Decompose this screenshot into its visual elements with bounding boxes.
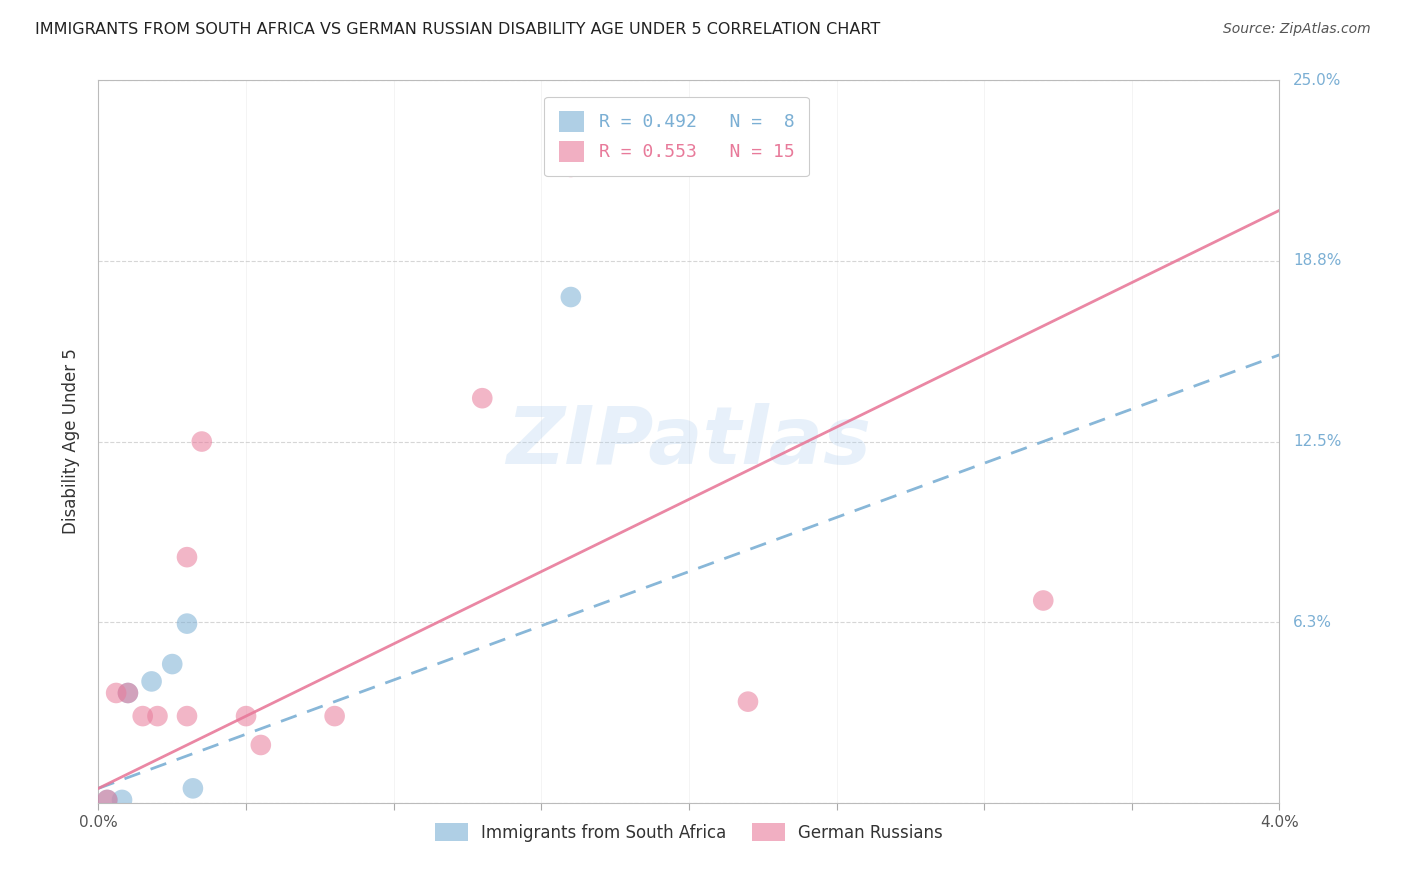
Point [737, 695, 759, 709]
Point [176, 709, 198, 723]
Text: 18.8%: 18.8% [1294, 253, 1341, 268]
Point [191, 434, 214, 449]
Point [471, 391, 494, 405]
Point [162, 657, 183, 671]
Point [132, 709, 155, 723]
Point [250, 738, 273, 752]
Point [146, 709, 169, 723]
Point [141, 674, 163, 689]
Legend: Immigrants from South Africa, German Russians: Immigrants from South Africa, German Rus… [427, 817, 950, 848]
Point [1032, 593, 1054, 607]
Point [96, 793, 118, 807]
Point [117, 686, 139, 700]
Point [323, 709, 346, 723]
Point [111, 793, 134, 807]
Text: 6.3%: 6.3% [1294, 615, 1333, 630]
Point [176, 550, 198, 565]
Text: IMMIGRANTS FROM SOUTH AFRICA VS GERMAN RUSSIAN DISABILITY AGE UNDER 5 CORRELATIO: IMMIGRANTS FROM SOUTH AFRICA VS GERMAN R… [35, 22, 880, 37]
Text: 12.5%: 12.5% [1294, 434, 1341, 449]
Text: 25.0%: 25.0% [1294, 73, 1341, 87]
Point [560, 290, 582, 304]
Point [105, 686, 128, 700]
Text: ZIPatlas: ZIPatlas [506, 402, 872, 481]
Point [181, 781, 204, 796]
Point [96, 793, 118, 807]
Point [560, 160, 582, 174]
Point [117, 686, 139, 700]
Point [235, 709, 257, 723]
Point [176, 616, 198, 631]
Text: Source: ZipAtlas.com: Source: ZipAtlas.com [1223, 22, 1371, 37]
Y-axis label: Disability Age Under 5: Disability Age Under 5 [62, 349, 80, 534]
